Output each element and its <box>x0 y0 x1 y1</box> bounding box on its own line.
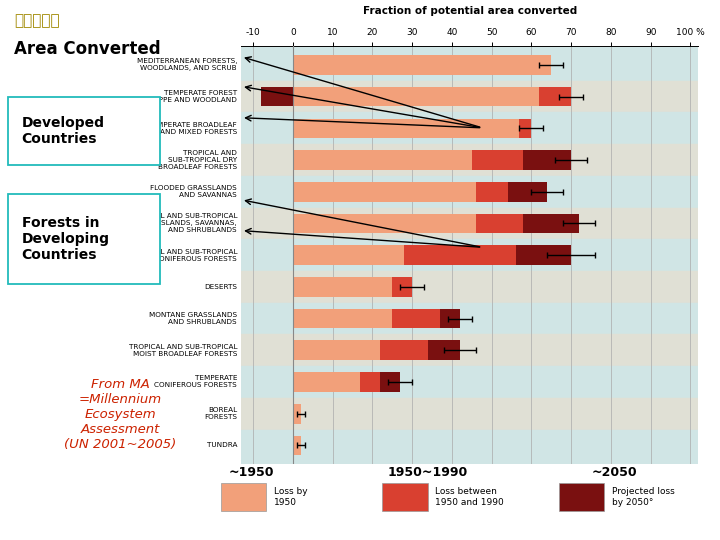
Bar <box>382 483 428 511</box>
Bar <box>520 118 531 138</box>
Bar <box>241 366 698 398</box>
Text: Loss by
1950: Loss by 1950 <box>274 487 307 507</box>
Text: ~2050: ~2050 <box>591 466 637 479</box>
Bar <box>241 334 698 366</box>
Bar <box>293 118 520 138</box>
Bar <box>361 372 380 392</box>
Bar <box>293 182 476 201</box>
FancyBboxPatch shape <box>9 194 161 284</box>
Bar <box>293 55 552 75</box>
Bar <box>539 87 571 106</box>
Bar <box>404 245 516 265</box>
Bar <box>293 372 361 392</box>
Text: Developed
Countries: Developed Countries <box>22 116 104 146</box>
Bar <box>472 150 523 170</box>
Text: Loss between
1950 and 1990: Loss between 1950 and 1990 <box>435 487 504 507</box>
Bar <box>241 81 698 112</box>
Bar <box>476 214 523 233</box>
Bar <box>241 207 698 239</box>
Bar <box>293 245 404 265</box>
FancyBboxPatch shape <box>9 97 161 165</box>
Bar <box>241 429 698 461</box>
Title: Fraction of potential area converted: Fraction of potential area converted <box>363 6 577 16</box>
Bar <box>392 277 412 296</box>
Bar <box>293 214 476 233</box>
Bar <box>523 150 571 170</box>
Bar <box>241 239 698 271</box>
Bar <box>523 214 579 233</box>
Bar <box>293 436 301 455</box>
Bar <box>508 182 547 201</box>
Bar <box>380 372 400 392</box>
Bar <box>293 404 301 423</box>
Bar <box>293 277 392 296</box>
Bar <box>392 309 440 328</box>
Text: ~1950: ~1950 <box>228 466 274 479</box>
Bar <box>428 340 460 360</box>
Text: Area Converted: Area Converted <box>14 40 161 58</box>
Bar <box>241 49 698 81</box>
Bar <box>241 271 698 303</box>
Bar <box>241 176 698 207</box>
Bar <box>241 303 698 334</box>
Bar <box>293 87 539 106</box>
Bar <box>221 483 266 511</box>
Bar <box>241 398 698 429</box>
Text: From MA
=Millennium
Ecosystem
Assessment
(UN 2001~2005): From MA =Millennium Ecosystem Assessment… <box>65 378 176 451</box>
Bar <box>516 245 571 265</box>
Text: Forests in
Developing
Countries: Forests in Developing Countries <box>22 216 109 262</box>
Bar <box>380 340 428 360</box>
Bar <box>476 182 508 201</box>
Bar <box>241 144 698 176</box>
Text: 1950~1990: 1950~1990 <box>387 466 468 479</box>
Text: Projected loss
by 2050°: Projected loss by 2050° <box>612 487 675 507</box>
Bar <box>293 150 472 170</box>
Bar <box>559 483 604 511</box>
Bar <box>241 112 698 144</box>
Bar <box>293 309 392 328</box>
Text: 土地の改変: 土地の改変 <box>14 14 60 29</box>
Bar <box>293 340 380 360</box>
Bar <box>440 309 460 328</box>
Bar <box>261 87 293 106</box>
